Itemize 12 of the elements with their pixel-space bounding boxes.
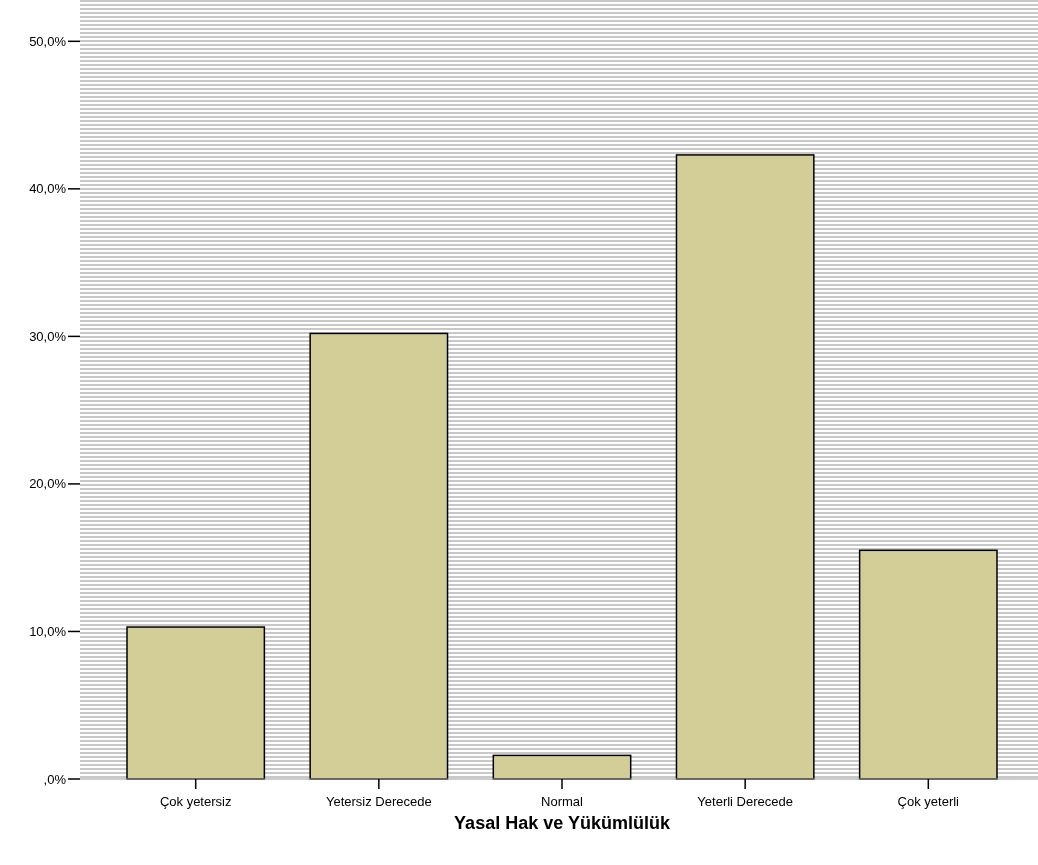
x-tick-label: Normal bbox=[541, 794, 584, 809]
y-tick-label: 20,0% bbox=[29, 476, 67, 492]
x-tick-label: Yeterli Derecede bbox=[697, 794, 793, 809]
y-tick-label: ,0% bbox=[43, 771, 67, 787]
y-tick-label: 40,0% bbox=[29, 181, 67, 197]
x-axis-title: Yasal Hak ve Yükümlülük bbox=[454, 813, 671, 833]
x-tick-label: Çok yeterli bbox=[897, 794, 960, 809]
x-tick-label: Yetersiz Derecede bbox=[325, 794, 432, 809]
y-tick-label: 30,0% bbox=[29, 328, 67, 344]
y-tick-label: 50,0% bbox=[29, 33, 67, 49]
x-tick-label: Çok yetersiz bbox=[159, 794, 232, 809]
y-tick-label: 10,0% bbox=[29, 624, 67, 640]
